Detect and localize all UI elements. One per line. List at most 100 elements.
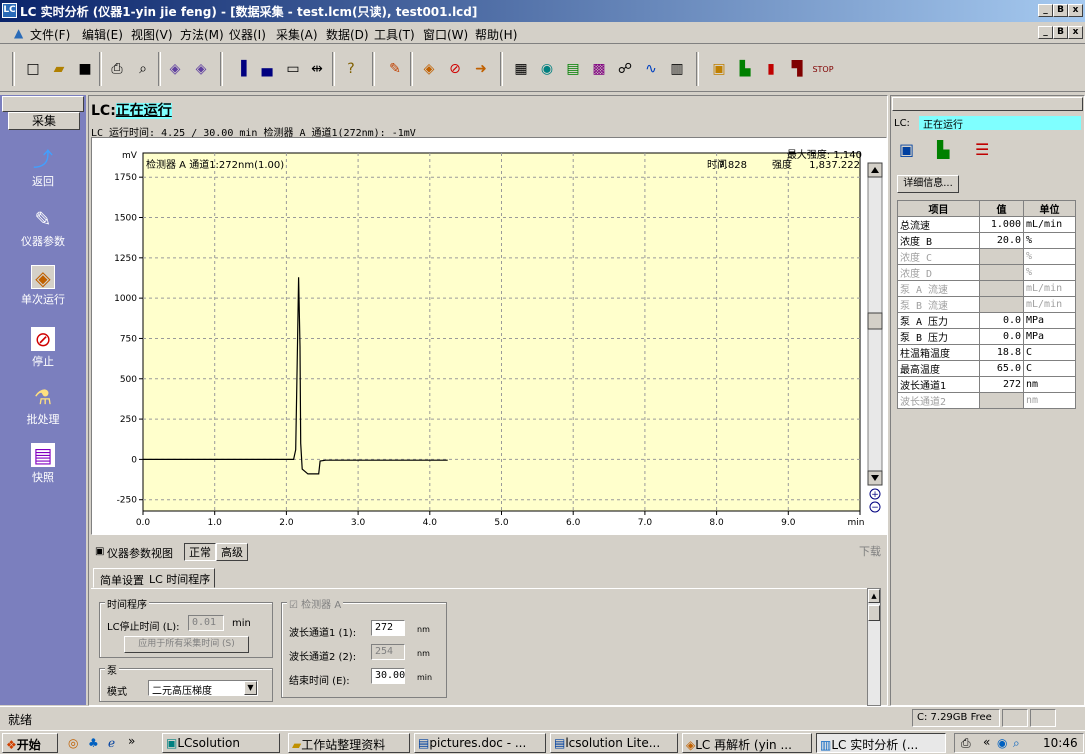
- pump-status-icon[interactable]: ▙: [937, 140, 950, 159]
- realtime-icon: ▥: [820, 738, 832, 752]
- nav-snapshot[interactable]: ▤ 快照: [0, 443, 86, 485]
- end-time-field[interactable]: 30.00: [371, 668, 405, 684]
- tab-advanced[interactable]: 高级: [216, 543, 248, 561]
- start-button[interactable]: ❖开始: [2, 733, 58, 753]
- wl2-unit: nm: [417, 649, 430, 658]
- tray-printer-icon[interactable]: ⎙: [961, 736, 971, 750]
- minimize-button[interactable]: _: [1038, 4, 1053, 17]
- params-scroll-up-icon[interactable]: ▲: [868, 589, 880, 603]
- task-folder[interactable]: ▰工作站整理资料: [288, 733, 410, 753]
- save-icon[interactable]: ■: [78, 61, 92, 77]
- quicklaunch-more[interactable]: »: [128, 734, 136, 748]
- wl1-field[interactable]: 272: [371, 620, 405, 636]
- app-icon[interactable]: LC: [2, 3, 17, 18]
- download-params-icon[interactable]: ▣: [712, 61, 726, 77]
- open-folder-icon[interactable]: ▰: [53, 61, 65, 77]
- zoom-out-icon[interactable]: [869, 501, 881, 513]
- layout-window-icon[interactable]: ▭: [286, 61, 300, 77]
- chromatogram-icon[interactable]: ∿: [645, 61, 657, 77]
- menu-data[interactable]: 数据(D): [326, 28, 369, 42]
- chromatogram-frame: 1750 1500 1250 1000 750 500 250 0 -250 0.0 1.0 2.0 3…: [91, 137, 887, 535]
- nav-batch[interactable]: ⚗ 批处理: [0, 385, 86, 427]
- report-icon[interactable]: ▥: [670, 61, 684, 77]
- chromatogram-chart[interactable]: 1750 1500 1250 1000 750 500 250 0 -250 0.0 1.0 2.0 3…: [92, 138, 888, 536]
- quicklaunch-desktop-icon[interactable]: ♣: [88, 736, 99, 750]
- child-close-button[interactable]: x: [1068, 26, 1083, 39]
- nav-single-run-label: 单次运行: [21, 293, 65, 306]
- quicklaunch-ie-icon[interactable]: ℯ: [108, 736, 116, 750]
- status-monitor-icon[interactable]: ▣: [899, 140, 915, 159]
- data-icon[interactable]: ▩: [592, 61, 606, 77]
- purge-icon[interactable]: ▮: [767, 61, 775, 77]
- params-scrollbar[interactable]: ▲: [867, 588, 881, 706]
- apply-all-button[interactable]: 应用于所有采集时间 (S): [124, 636, 249, 653]
- nav-stop[interactable]: ⊘ 停止: [0, 327, 86, 369]
- quicklaunch-browser-icon[interactable]: ◎: [68, 736, 79, 750]
- zoom-in-chart-icon[interactable]: ◈: [169, 61, 181, 77]
- download-button[interactable]: 下载: [859, 545, 881, 558]
- zoom-in-icon[interactable]: [869, 488, 881, 500]
- task-word[interactable]: ▤pictures.doc - ...: [414, 733, 546, 753]
- menu-window[interactable]: 窗口(W): [423, 28, 469, 42]
- start-run-icon[interactable]: ◈: [423, 61, 435, 77]
- detector-icon[interactable]: ▜: [791, 61, 803, 77]
- lc-status: LC:正在运行: [91, 100, 186, 119]
- status-table: 项目 值 单位 总流速 1.000 mL/min 浓度 B 20.0% 浓度 C% 浓度 D…: [897, 200, 1076, 409]
- mode-label: 模式: [107, 687, 127, 698]
- subtab-simple[interactable]: 简单设置: [93, 568, 215, 588]
- mode-select[interactable]: 二元高压梯度: [148, 680, 258, 697]
- menu-instrument[interactable]: 仪器(I): [229, 28, 266, 42]
- details-button[interactable]: 详细信息...: [897, 175, 959, 193]
- title-bar[interactable]: LC LC 实时分析 (仪器1-yin jie feng) - [数据采集 - …: [0, 0, 1085, 22]
- pump-icon[interactable]: ▙: [739, 61, 751, 77]
- tray-search-icon[interactable]: ⌕: [1013, 736, 1020, 750]
- layout-left-icon[interactable]: ▐: [235, 61, 247, 77]
- connect-icon[interactable]: ◉: [540, 61, 554, 77]
- wl2-field[interactable]: 254: [371, 644, 405, 660]
- monitor-icon[interactable]: ▤: [566, 61, 580, 77]
- print-icon[interactable]: ⎙: [111, 61, 123, 77]
- list-status-icon[interactable]: ☰: [975, 140, 990, 159]
- subtab-lc-time-program[interactable]: LC 时间程序: [149, 573, 211, 586]
- child-minimize-button[interactable]: _: [1038, 26, 1053, 39]
- task-lcsolution-lite[interactable]: ▤lcsolution Lite...: [550, 733, 678, 753]
- tray-network-icon[interactable]: ◉: [997, 736, 1008, 750]
- nav-tab-acquisition[interactable]: 采集: [8, 112, 80, 130]
- menu-acquisition[interactable]: 采集(A): [276, 28, 318, 42]
- chart-scroll-thumb[interactable]: [867, 312, 883, 330]
- menu-help[interactable]: 帮助(H): [475, 28, 518, 42]
- child-restore-button[interactable]: B: [1053, 26, 1068, 39]
- zoom-out-chart-icon[interactable]: ◈: [195, 61, 207, 77]
- nav-single-run[interactable]: ◈ 单次运行: [0, 265, 86, 307]
- layout-bottom-icon[interactable]: ▄: [261, 61, 273, 77]
- menu-view[interactable]: 视图(V): [131, 28, 173, 42]
- task-lcsolution[interactable]: ▣LCsolution: [162, 733, 280, 753]
- instrument-icon[interactable]: ▦: [514, 61, 528, 77]
- task-lc-reanalysis[interactable]: ◈LC 再解析 (yin ...: [682, 733, 812, 753]
- nav-return[interactable]: ⤴ 返回: [0, 147, 86, 189]
- tray-expand[interactable]: «: [983, 735, 991, 749]
- print-preview-icon[interactable]: ⌕: [139, 61, 147, 77]
- menu-tools[interactable]: 工具(T): [374, 28, 415, 42]
- status-row: 泵 B 压力 0.0 MPa: [897, 328, 1076, 345]
- params-scroll-thumb[interactable]: [868, 605, 880, 621]
- close-button[interactable]: x: [1068, 4, 1083, 17]
- menu-edit[interactable]: 编辑(E): [82, 28, 123, 42]
- users-icon[interactable]: ☍: [617, 61, 633, 77]
- tab-normal[interactable]: 正常: [184, 543, 216, 561]
- new-file-icon[interactable]: □: [26, 61, 40, 77]
- stop-all-icon[interactable]: STOP: [812, 64, 834, 74]
- maximize-button[interactable]: B: [1053, 4, 1068, 17]
- child-window-icon[interactable]: ▲: [14, 26, 24, 40]
- nav-instrument-params[interactable]: ✎ 仪器参数: [0, 207, 86, 249]
- task-lc-realtime[interactable]: ▥LC 实时分析 (...: [816, 733, 946, 753]
- edit-method-icon[interactable]: ✎: [389, 61, 401, 77]
- stop-time-field[interactable]: 0.01: [188, 615, 224, 631]
- menu-file[interactable]: 文件(F): [30, 28, 71, 42]
- help-icon[interactable]: ?: [347, 61, 355, 77]
- run-next-icon[interactable]: ➜: [475, 61, 487, 77]
- split-icon[interactable]: ⇹: [311, 61, 323, 77]
- mode-dropdown-icon[interactable]: ▼: [244, 681, 257, 695]
- stop-run-icon[interactable]: ⊘: [449, 61, 461, 77]
- menu-method[interactable]: 方法(M): [180, 28, 224, 42]
